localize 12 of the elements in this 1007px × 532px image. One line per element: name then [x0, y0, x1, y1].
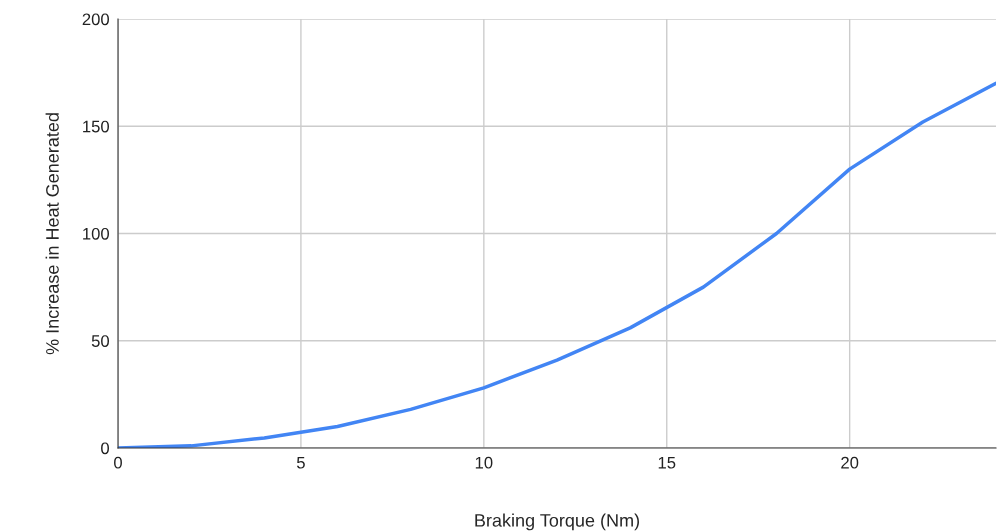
x-tick-label: 20 — [841, 456, 859, 469]
y-tick-label: 0 — [101, 442, 110, 455]
x-tick-label: 15 — [658, 456, 676, 469]
x-tick-label: 5 — [296, 456, 305, 469]
x-tick-label: 0 — [114, 456, 122, 469]
y-tick-label: 200 — [82, 13, 110, 26]
y-tick-label: 150 — [83, 120, 110, 133]
x-tick-label: 10 — [475, 456, 493, 469]
y-tick-label: 50 — [91, 335, 110, 347]
y-tick-label: 100 — [83, 227, 110, 240]
y-axis-title: % Increase in Heat Generated — [45, 113, 59, 355]
x-axis-title: Braking Torque (Nm) — [475, 513, 640, 531]
